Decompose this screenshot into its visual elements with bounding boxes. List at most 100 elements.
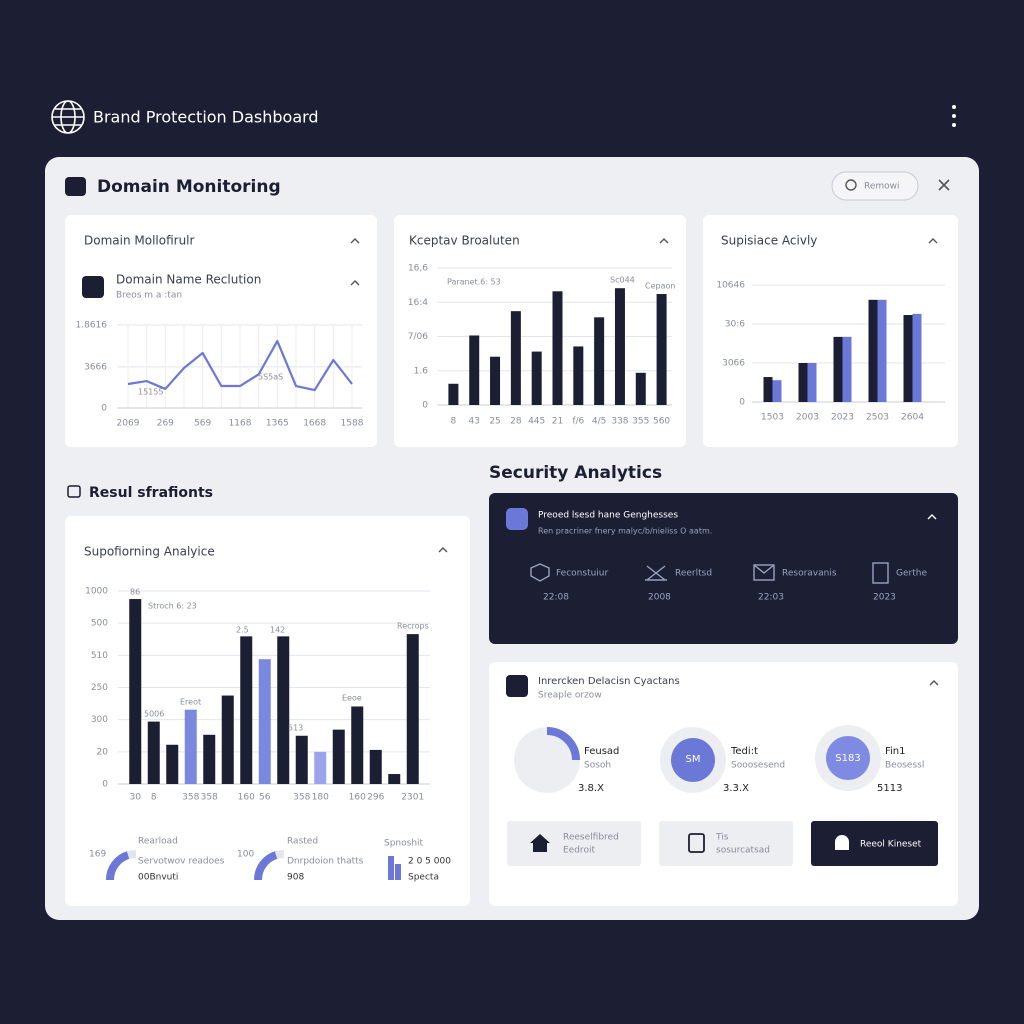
bar <box>388 774 401 784</box>
annotation: 2.5 <box>236 626 249 635</box>
item-label: Resoravanis <box>782 569 837 579</box>
y-tick-label: 250 <box>91 683 108 693</box>
chevron[interactable] <box>350 238 360 244</box>
x-tick-label: 1588 <box>341 419 364 429</box>
button[interactable] <box>811 821 938 866</box>
y-tick-label: 20 <box>97 747 109 757</box>
chevron[interactable] <box>659 238 669 244</box>
bar <box>531 351 542 405</box>
ring-subtitle: Sooosesend <box>731 761 785 771</box>
x-tick-label: 25 <box>489 417 500 427</box>
x-tick-label: 560 <box>653 417 670 427</box>
button-icon <box>835 835 849 850</box>
x-tick-label: 2503 <box>866 413 889 423</box>
chevron[interactable] <box>350 280 360 286</box>
bar <box>635 372 646 405</box>
x-tick-label: 2069 <box>117 419 140 429</box>
close-button[interactable] <box>938 179 950 191</box>
bar <box>469 335 480 405</box>
x-tick-label: 8 <box>151 793 157 803</box>
annotation: 5S5aS <box>258 373 283 382</box>
bar <box>573 346 584 405</box>
annotation: Eeoe <box>342 694 362 703</box>
item-value: 22:08 <box>543 593 569 603</box>
gauge-line: 2 0 5 000 <box>408 857 451 867</box>
annotation: 142 <box>270 626 285 635</box>
annotation: Stroch 6: 23 <box>148 602 197 611</box>
bar <box>877 299 887 402</box>
chevron[interactable] <box>438 547 448 553</box>
annotation: 513 <box>288 724 303 733</box>
gauge-title: Spnoshit <box>384 839 424 849</box>
item-value: 22:03 <box>758 593 784 603</box>
y-tick-label: 16:4 <box>408 298 428 308</box>
x-tick-label: 358 <box>182 793 199 803</box>
chevron[interactable] <box>929 680 939 686</box>
item-label: Reerltsd <box>675 569 712 579</box>
section-icon <box>67 485 81 498</box>
button-icon <box>530 834 550 852</box>
bar <box>166 744 179 784</box>
ring-title: Feusad <box>584 746 619 757</box>
x-tick-label: 1168 <box>229 419 252 429</box>
bar <box>490 356 501 405</box>
y-tick-label: 0 <box>422 401 428 411</box>
alert-card <box>489 493 958 644</box>
ring-center: SM <box>686 754 701 765</box>
chevron[interactable] <box>928 238 938 244</box>
gauge-line: Specta <box>408 873 439 883</box>
button[interactable] <box>659 821 793 866</box>
bar <box>221 695 234 784</box>
line-series <box>127 339 353 392</box>
gauge-line: Dnrpdoion thatts <box>287 857 364 867</box>
y-tick-label: 16,6 <box>408 264 428 274</box>
detection-subtitle: Sreaple orzow <box>538 691 602 701</box>
detection-title: Inrercken Delacisn Cyactans <box>538 676 680 687</box>
bar <box>552 291 563 405</box>
bar <box>351 706 364 784</box>
ring-value: 3.8.X <box>578 783 604 794</box>
annotation: 5006 <box>144 710 164 719</box>
bar <box>240 636 253 784</box>
y-tick-label: 3066 <box>722 359 745 369</box>
annotation: Recrops <box>397 622 429 631</box>
gauge-line: Servotwov readoes <box>138 857 225 867</box>
gauge-arc <box>105 851 130 881</box>
y-tick-label: 3666 <box>84 362 107 372</box>
x-tick-label: 8 <box>451 417 457 427</box>
bar <box>772 380 782 402</box>
x-tick-label: 21 <box>552 417 563 427</box>
app-title: Brand Protection Dashboard <box>93 108 319 127</box>
chevron[interactable] <box>927 514 937 520</box>
bar <box>842 336 852 402</box>
search-box[interactable] <box>831 171 919 201</box>
menu-button[interactable] <box>952 105 956 127</box>
x-tick-label: 56 <box>259 793 271 803</box>
y-tick-label: 30:6 <box>725 320 745 330</box>
gauge-title: Rearload <box>138 837 178 847</box>
gauge-title: Rasted <box>287 837 318 847</box>
ring-center: S183 <box>835 753 860 764</box>
button-label: Tis <box>715 833 729 843</box>
x-tick-label: 2301 <box>401 793 424 803</box>
sub-icon <box>82 276 104 298</box>
y-tick-label: 0 <box>739 398 745 408</box>
bar <box>258 659 271 784</box>
button-label: sosurcatsad <box>716 846 770 856</box>
button-label: Reeol Kineset <box>860 840 922 850</box>
y-tick-label: 510 <box>91 651 108 661</box>
annotation: Cepaon <box>645 282 675 291</box>
alert-icon <box>506 508 528 530</box>
x-tick-label: 160 <box>349 793 366 803</box>
y-tick-label: 1000 <box>85 587 108 597</box>
x-tick-label: 358 <box>293 793 310 803</box>
bar <box>314 751 327 784</box>
item-value: 2008 <box>648 593 671 603</box>
bar <box>295 735 308 784</box>
card <box>394 215 686 447</box>
bar <box>807 363 817 402</box>
button[interactable] <box>507 821 641 866</box>
x-tick-label: 269 <box>157 419 174 429</box>
bar <box>903 315 913 402</box>
x-tick-label: 2604 <box>901 413 924 423</box>
